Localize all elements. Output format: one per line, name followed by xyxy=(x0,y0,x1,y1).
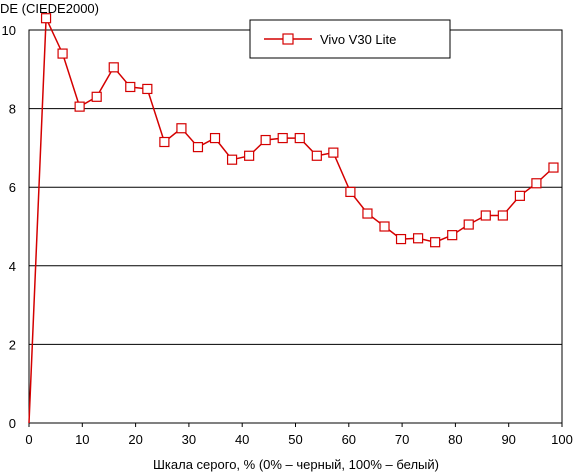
data-point xyxy=(125,81,136,93)
data-point xyxy=(395,233,407,245)
plot-area xyxy=(28,29,563,424)
y-tick-label: 8 xyxy=(9,102,16,117)
data-point xyxy=(260,134,271,146)
data-point xyxy=(40,13,52,24)
legend: Vivo V30 Lite xyxy=(249,19,451,59)
data-point xyxy=(463,219,474,230)
data-point xyxy=(311,150,322,161)
x-tick-label: 70 xyxy=(395,432,409,447)
data-point xyxy=(209,132,221,144)
data-point xyxy=(379,221,390,232)
x-tick-label: 50 xyxy=(288,432,302,447)
x-tick-label: 10 xyxy=(75,432,89,447)
series-group xyxy=(28,13,559,424)
data-point xyxy=(244,150,255,161)
data-point xyxy=(497,210,508,221)
y-tick-label: 6 xyxy=(9,180,16,195)
data-point xyxy=(159,136,170,148)
y-axis-ticks: 0 2 4 6 8 10 xyxy=(2,23,16,431)
data-point xyxy=(430,237,441,248)
data-point xyxy=(74,101,85,112)
x-axis-ticks: 0 10 20 30 40 50 60 70 80 90 100 xyxy=(25,423,573,447)
data-point xyxy=(531,178,542,189)
x-tick-label: 60 xyxy=(342,432,356,447)
legend-marker-sample xyxy=(282,33,294,45)
data-point xyxy=(91,91,102,102)
data-point xyxy=(480,210,491,221)
data-point xyxy=(226,154,238,165)
data-point xyxy=(514,190,525,201)
data-point xyxy=(412,233,424,244)
data-point xyxy=(277,132,288,144)
legend-label: Vivo V30 Lite xyxy=(320,32,396,47)
x-tick-label: 40 xyxy=(235,432,249,447)
y-tick-label: 2 xyxy=(9,337,16,352)
x-tick-label: 20 xyxy=(128,432,142,447)
y-tick-label: 0 xyxy=(9,416,16,431)
data-point xyxy=(328,147,339,158)
data-point xyxy=(548,162,559,173)
legend-box xyxy=(249,19,451,59)
data-point xyxy=(142,83,153,95)
data-point xyxy=(345,186,356,198)
x-tick-label: 90 xyxy=(501,432,515,447)
gridlines xyxy=(29,108,562,345)
y-tick-label: 10 xyxy=(2,23,16,38)
x-tick-label: 30 xyxy=(182,432,196,447)
x-tick-label: 0 xyxy=(25,432,32,447)
y-tick-label: 4 xyxy=(9,259,16,274)
data-point xyxy=(108,62,119,73)
y-axis-title: DE (CIEDE2000) xyxy=(0,1,99,16)
x-tick-label: 80 xyxy=(448,432,462,447)
data-point xyxy=(447,230,458,241)
data-point xyxy=(294,132,305,144)
data-point xyxy=(57,48,68,59)
data-point xyxy=(192,142,204,153)
series-line xyxy=(28,17,555,424)
data-point xyxy=(176,123,187,134)
x-tick-label: 100 xyxy=(551,432,573,447)
x-axis-title: Шкала серого, % (0% – черный, 100% – бел… xyxy=(153,457,439,472)
data-point xyxy=(362,208,373,219)
